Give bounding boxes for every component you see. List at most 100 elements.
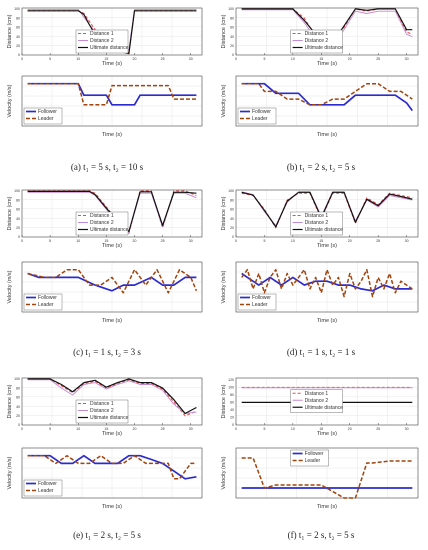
c-distance-series-distance-1	[27, 190, 197, 234]
e-velocity-legend-label: Follower	[38, 481, 57, 487]
a-velocity-axes-frame	[21, 75, 203, 127]
a-distance-legend-label: Distance 2	[90, 38, 114, 44]
d-distance-y-tick-label: 100	[228, 189, 234, 193]
c-distance-x-tick-label: 30	[189, 239, 193, 243]
a-distance-y-tick-label: 40	[16, 35, 20, 39]
a-distance-y-tick-label: 20	[16, 44, 20, 48]
c-velocity-axes-frame	[21, 261, 203, 313]
e-distance-x-tick-label: 10	[76, 427, 80, 431]
e-distance-y-tick-label: 40	[16, 405, 20, 409]
c-distance-legend-label: Distance 1	[90, 213, 114, 219]
b-distance-x-tick-label: 30	[405, 57, 409, 61]
d-distance-x-tick-label: 10	[291, 239, 295, 243]
d-distance-x-tick-label: 25	[376, 239, 380, 243]
a-distance-x-tick-label: 20	[133, 57, 137, 61]
c-distance-legend-box	[75, 211, 129, 236]
caption-f: (f) t₁ = 2 s, t₂ = 5 s	[287, 530, 355, 540]
b-distance-legend-box	[290, 29, 343, 54]
f-distance-axes-frame	[235, 377, 419, 426]
b-velocity-x-axis-label: Time (s)	[317, 132, 337, 138]
b-distance-y-tick-label: 0	[232, 53, 234, 57]
f-distance-y-tick-label: 100	[228, 386, 234, 390]
c-distance-x-axis-label: Time (s)	[102, 243, 122, 249]
f-velocity-series-leader	[241, 457, 413, 499]
e-distance-y-tick-label: 100	[14, 377, 20, 381]
c-distance-x-tick-label: 20	[133, 239, 137, 243]
e-distance-y-tick-label: 80	[16, 386, 20, 390]
c-velocity-legend-label: Follower	[38, 295, 57, 301]
a-distance-x-tick-label: 25	[161, 57, 165, 61]
a-distance-axes-frame	[21, 7, 203, 56]
caption-c: (c) t₁ = 1 s, t₂ = 3 s	[73, 347, 141, 357]
b-distance-x-axis-label: Time (s)	[317, 61, 337, 67]
f-velocity-y-axis-label: Velocity (m/s)	[221, 456, 227, 489]
b-distance-x-tick-label: 20	[348, 57, 352, 61]
f-distance-x-tick-label: 10	[291, 427, 295, 431]
f-velocity-x-axis-label: Time (s)	[317, 504, 337, 510]
a-distance-x-tick-label: 10	[76, 57, 80, 61]
f-distance-legend-label: Distance 1	[305, 391, 329, 397]
e-distance-y-tick-label: 20	[16, 414, 20, 418]
f-distance-y-axis-label: Distance (cm)	[221, 384, 227, 418]
d-distance-y-tick-label: 20	[230, 226, 234, 230]
e-distance-legend-label: Distance 2	[90, 408, 114, 414]
b-distance-x-tick-label: 10	[291, 57, 295, 61]
e-distance-series-distance-1	[27, 378, 197, 417]
b-distance-x-tick-label: 0	[235, 57, 237, 61]
d-distance-x-tick-label: 20	[348, 239, 352, 243]
b-distance-y-tick-label: 60	[230, 26, 234, 30]
f-distance-y-tick-label: 0	[232, 423, 234, 427]
c-distance-x-tick-label: 25	[161, 239, 165, 243]
b-distance-x-tick-label: 15	[319, 57, 323, 61]
e-distance-x-tick-label: 25	[161, 427, 165, 431]
caption-a: (a) t₁ = 5 s, t₂ = 10 s	[70, 162, 144, 172]
a-velocity-series-follower	[27, 82, 197, 106]
c-distance-legend-label: Distance 2	[90, 220, 114, 226]
a-distance-x-tick-label: 0	[21, 57, 23, 61]
d-distance-legend-label: Ultimate distance	[305, 227, 344, 233]
d-distance-series-ultimate-distance	[241, 191, 413, 228]
d-velocity-series-leader	[241, 268, 413, 298]
e-distance-series-ultimate-distance	[27, 378, 197, 415]
d-distance-y-tick-label: 80	[230, 198, 234, 202]
c-distance-x-tick-label: 10	[76, 239, 80, 243]
f-velocity-axes-frame	[235, 447, 419, 499]
b-distance-legend-label: Ultimate distance	[305, 45, 344, 51]
a-distance-legend-label: Distance 1	[90, 31, 114, 37]
f-distance-legend-label: Distance 2	[305, 398, 329, 404]
f-distance-y-tick-label: 20	[230, 416, 234, 420]
d-velocity-legend-label: Leader	[252, 302, 268, 308]
caption-b: (b) t₁ = 2 s, t₂ = 5 s	[286, 162, 356, 172]
a-velocity-series-leader	[27, 82, 197, 106]
a-distance-legend-box	[75, 29, 129, 54]
c-velocity-x-axis-label: Time (s)	[102, 318, 122, 324]
a-distance-x-tick-label: 15	[104, 57, 108, 61]
b-distance-y-tick-label: 100	[228, 7, 234, 11]
d-distance-axes-frame	[235, 189, 419, 238]
e-distance-legend-box	[75, 399, 129, 424]
a-distance-y-tick-label: 0	[18, 53, 20, 57]
a-distance-y-axis-label: Distance (cm)	[7, 14, 13, 48]
c-distance-axes-frame	[21, 189, 203, 238]
e-distance-y-tick-label: 0	[18, 423, 20, 427]
c-velocity-y-axis-label: Velocity (m/s)	[7, 270, 13, 303]
f-distance-x-tick-label: 15	[319, 427, 323, 431]
c-distance-x-tick-label: 5	[49, 239, 51, 243]
f-distance-x-tick-label: 0	[235, 427, 237, 431]
d-distance-x-tick-label: 15	[319, 239, 323, 243]
b-distance-legend-label: Distance 1	[305, 31, 329, 37]
e-distance-legend-label: Ultimate distance	[90, 415, 129, 421]
c-distance-y-tick-label: 40	[16, 217, 20, 221]
c-distance-x-tick-label: 0	[21, 239, 23, 243]
c-distance-y-tick-label: 80	[16, 198, 20, 202]
e-distance-x-tick-label: 0	[21, 427, 23, 431]
f-distance-x-tick-label: 30	[405, 427, 409, 431]
d-velocity-series-follower	[241, 272, 413, 292]
b-distance-y-tick-label: 80	[230, 16, 234, 20]
caption-e: (e) t₁ = 2 s, t₂ = 5 s	[73, 530, 141, 540]
e-distance-axes-frame	[21, 377, 203, 426]
f-distance-y-tick-label: 60	[230, 401, 234, 405]
a-distance-y-tick-label: 60	[16, 26, 20, 30]
c-distance-y-tick-label: 0	[18, 235, 20, 239]
d-distance-legend-label: Distance 2	[305, 220, 329, 226]
